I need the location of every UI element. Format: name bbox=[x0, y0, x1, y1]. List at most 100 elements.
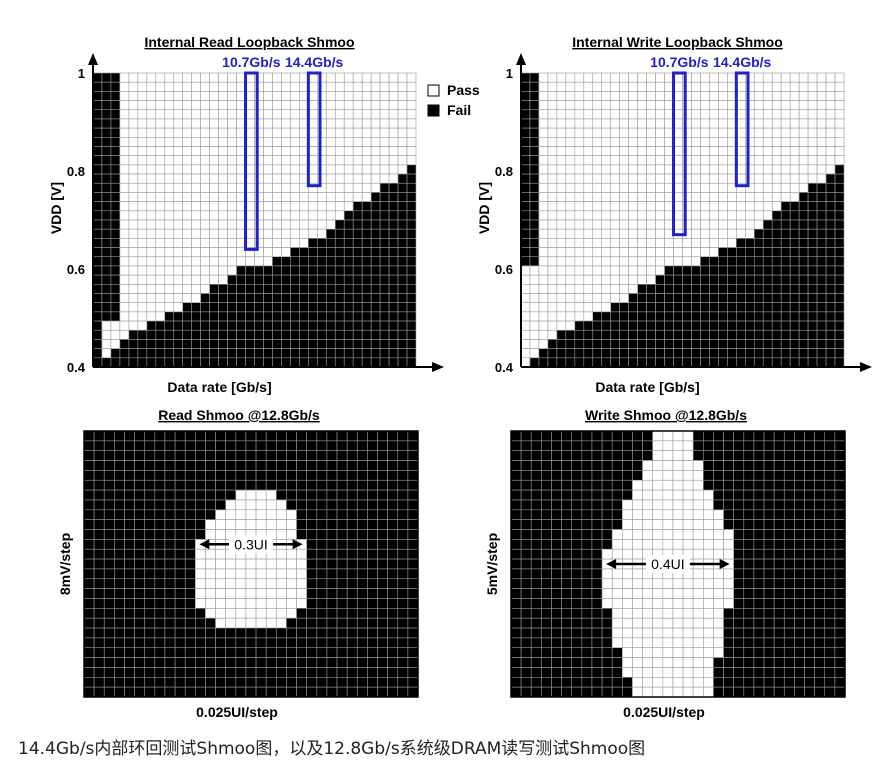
read_shmoo-fail-cell bbox=[164, 558, 176, 570]
write_loopback-pass-cell bbox=[565, 320, 576, 331]
write_shmoo-fail-cell bbox=[763, 657, 775, 668]
read_shmoo-fail-cell bbox=[346, 489, 358, 501]
read_shmoo-fail-cell bbox=[245, 657, 257, 668]
write_loopback-pass-cell bbox=[646, 219, 656, 230]
read_loopback-pass-cell bbox=[290, 118, 300, 129]
read_loopback-fail-cell bbox=[200, 357, 210, 368]
write_loopback-pass-cell bbox=[780, 127, 791, 138]
read_loopback-fail-cell bbox=[370, 219, 381, 230]
write_loopback-fail-cell bbox=[655, 293, 665, 303]
write_shmoo-fail-cell bbox=[551, 558, 562, 570]
write_shmoo-fail-cell bbox=[794, 519, 805, 530]
write_loopback-fail-cell bbox=[718, 329, 728, 340]
read_loopback-pass-cell bbox=[272, 173, 282, 184]
write_loopback-pass-cell bbox=[789, 182, 800, 193]
write_loopback-fail-cell bbox=[825, 339, 836, 349]
write_loopback-pass-cell bbox=[583, 118, 594, 129]
write_loopback-fail-cell bbox=[736, 329, 746, 340]
write_loopback-pass-cell bbox=[547, 329, 558, 340]
write_shmoo-pass-cell bbox=[692, 657, 704, 668]
read_loopback-pass-cell bbox=[155, 238, 166, 248]
write_loopback-pass-cell bbox=[556, 284, 567, 294]
read_loopback-fail-cell bbox=[397, 348, 408, 359]
write_loopback-pass-cell bbox=[583, 81, 594, 92]
read_shmoo-fail-cell bbox=[407, 686, 419, 698]
annotation-bg bbox=[229, 535, 273, 554]
write_loopback-fail-cell bbox=[736, 293, 746, 303]
read_loopback-pass-cell bbox=[406, 118, 417, 129]
read_shmoo-fail-cell bbox=[184, 539, 196, 550]
read_shmoo-fail-cell bbox=[83, 548, 95, 560]
write_shmoo-fail-cell bbox=[804, 598, 815, 609]
read_shmoo-fail-cell bbox=[225, 479, 237, 491]
read_loopback-fail-cell bbox=[101, 274, 112, 285]
read_shmoo-fail-cell bbox=[154, 440, 166, 452]
write_loopback-fail-cell bbox=[816, 201, 827, 212]
read_loopback-fail-cell bbox=[308, 302, 318, 313]
read_loopback-fail-cell bbox=[406, 348, 417, 359]
write_loopback-fail-cell bbox=[834, 293, 845, 303]
read_loopback-fail-cell bbox=[379, 357, 390, 368]
write_shmoo-fail-cell bbox=[763, 430, 775, 442]
read_loopback-fail-cell bbox=[137, 357, 148, 368]
read_shmoo-fail-cell bbox=[326, 539, 338, 550]
read_shmoo-fail-cell bbox=[83, 539, 95, 550]
write_loopback-fail-cell bbox=[745, 320, 755, 331]
read_shmoo-fail-cell bbox=[195, 509, 206, 520]
write_shmoo-fail-cell bbox=[773, 499, 785, 511]
write_shmoo-fail-cell bbox=[581, 558, 593, 570]
read_shmoo-fail-cell bbox=[346, 686, 358, 698]
write_loopback-pass-cell bbox=[592, 164, 603, 175]
read_shmoo-fail-cell bbox=[174, 519, 186, 530]
read_loopback-pass-cell bbox=[119, 72, 130, 83]
write_shmoo-fail-cell bbox=[601, 529, 613, 540]
read_loopback-pass-cell bbox=[227, 265, 237, 276]
read_loopback-fail-cell bbox=[325, 274, 336, 285]
write_loopback-fail-cell bbox=[574, 357, 585, 368]
read_loopback-pass-cell bbox=[209, 265, 219, 276]
write_shmoo-fail-cell bbox=[601, 450, 613, 461]
read_shmoo-pass-cell bbox=[255, 578, 267, 589]
write_loopback-pass-cell bbox=[565, 293, 576, 303]
read_loopback-fail-cell bbox=[379, 256, 390, 267]
read_shmoo-fail-cell bbox=[184, 578, 196, 589]
read_loopback-fail-cell bbox=[317, 293, 327, 303]
read_shmoo-fail-cell bbox=[103, 637, 115, 649]
write_shmoo-pass-cell bbox=[723, 548, 734, 560]
read_loopback-fail-cell bbox=[388, 348, 399, 359]
read_shmoo-fail-cell bbox=[154, 489, 166, 501]
write_shmoo-fail-cell bbox=[794, 617, 805, 629]
write_shmoo-pass-cell bbox=[642, 676, 654, 688]
read_loopback-fail-cell bbox=[101, 91, 112, 101]
write_loopback-fail-cell bbox=[619, 329, 629, 340]
write_shmoo-fail-cell bbox=[591, 450, 603, 461]
read_shmoo-fail-cell bbox=[134, 548, 146, 560]
read_loopback-pass-cell bbox=[119, 238, 130, 248]
read_loopback-fail-cell bbox=[272, 357, 282, 368]
write_loopback-fail-cell bbox=[529, 182, 540, 193]
read_shmoo-fail-cell bbox=[134, 440, 146, 452]
read_shmoo-fail-cell bbox=[144, 568, 156, 580]
write_shmoo-fail-cell bbox=[804, 519, 815, 530]
read_shmoo-pass-cell bbox=[235, 608, 247, 619]
read_loopback-pass-cell bbox=[227, 146, 237, 156]
write_shmoo-fail-cell bbox=[510, 430, 522, 442]
write_loopback-pass-cell bbox=[700, 247, 710, 258]
write_shmoo-pass-cell bbox=[723, 568, 734, 580]
write_loopback-fail-cell bbox=[520, 256, 531, 267]
write_shmoo-fail-cell bbox=[510, 499, 522, 511]
write_shmoo-pass-cell bbox=[682, 578, 694, 589]
write_shmoo-fail-cell bbox=[804, 548, 815, 560]
write_loopback-pass-cell bbox=[628, 146, 638, 156]
write_shmoo-fail-cell bbox=[591, 598, 603, 609]
write_loopback-fail-cell bbox=[753, 265, 764, 276]
read_loopback-pass-cell bbox=[137, 164, 148, 175]
read_shmoo-fail-cell bbox=[387, 676, 399, 688]
write_shmoo-fail-cell bbox=[743, 637, 755, 649]
write_loopback-pass-cell bbox=[780, 155, 791, 166]
read_loopback-pass-cell bbox=[110, 339, 121, 349]
write_shmoo-fail-cell bbox=[834, 676, 846, 688]
y-axis-label: 8mV/step bbox=[57, 533, 73, 595]
write_shmoo-fail-cell bbox=[773, 489, 785, 501]
read_shmoo-fail-cell bbox=[184, 430, 196, 442]
